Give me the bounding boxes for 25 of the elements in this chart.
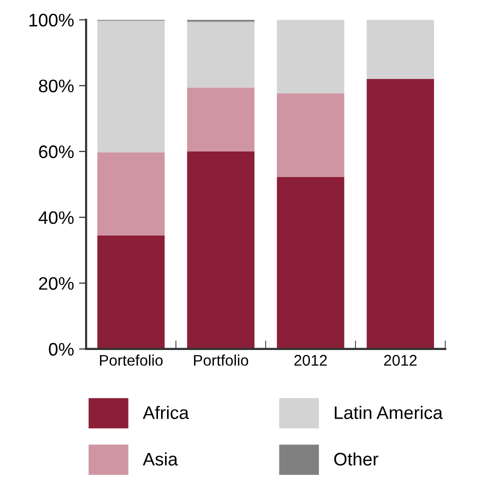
y-tick-label: 80% bbox=[38, 80, 74, 92]
bar bbox=[366, 20, 434, 80]
y-tick-label: 100% bbox=[29, 14, 74, 27]
bar bbox=[187, 88, 254, 152]
y-tick-label: 40% bbox=[38, 211, 74, 224]
y-tick-label: 0% bbox=[48, 342, 74, 356]
legend-label: Latin America bbox=[334, 406, 443, 420]
x-tick-label: Portefolio bbox=[100, 354, 163, 366]
y-tick-label: 60% bbox=[39, 145, 74, 158]
x-tick-label: Portfolio bbox=[194, 354, 248, 366]
bar bbox=[187, 22, 254, 88]
legend-label: Africa bbox=[142, 406, 189, 420]
x-tick-label: 2012 bbox=[294, 354, 327, 366]
bar bbox=[366, 79, 434, 349]
bar bbox=[276, 94, 344, 177]
legend-label: Asia bbox=[142, 452, 178, 466]
x-tick-label: 2012 bbox=[384, 354, 417, 366]
y-tick-label: 20% bbox=[39, 277, 74, 290]
bar bbox=[276, 20, 344, 94]
bar bbox=[276, 176, 344, 349]
bar bbox=[187, 151, 254, 349]
legend-label: Other bbox=[334, 452, 378, 466]
bar bbox=[97, 152, 165, 236]
bar bbox=[97, 235, 165, 349]
bar bbox=[97, 20, 165, 152]
